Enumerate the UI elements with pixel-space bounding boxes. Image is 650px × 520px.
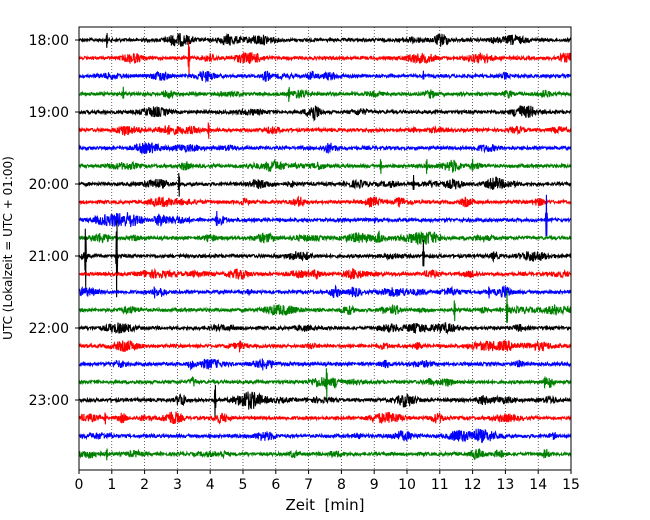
y-tick-label-23:00: 23:00 xyxy=(29,393,69,409)
trace-row-2200 xyxy=(78,322,572,335)
x-axis: 0 1 2 3 4 5 6 7 8 9 10 11 12 13 14 15 xyxy=(75,470,580,493)
y-tick-label-21:00: 21:00 xyxy=(29,249,69,265)
trace-row-2330 xyxy=(78,428,572,444)
trace-row-2345 xyxy=(78,448,572,461)
trace-row-1945 xyxy=(78,158,572,174)
x-tick-label-12: 12 xyxy=(464,477,482,493)
trace-row-2045 xyxy=(78,230,572,246)
y-tick-label-22:00: 22:00 xyxy=(29,321,69,337)
trace-row-1845 xyxy=(78,86,572,102)
trace-row-2015 xyxy=(78,195,572,208)
y-tick-label-20:00: 20:00 xyxy=(29,177,69,193)
trace-row-2230 xyxy=(78,358,572,372)
y-axis: 18:00 19:00 20:00 21:00 22:00 23:00 xyxy=(29,33,79,409)
trace-row-2315 xyxy=(78,411,572,425)
trace-row-2145 xyxy=(78,290,572,323)
trace-row-1915 xyxy=(78,122,572,139)
trace-row-1815 xyxy=(78,41,572,78)
plot-frame xyxy=(78,26,572,471)
x-tick-label-1: 1 xyxy=(107,477,116,493)
x-tick-label-7: 7 xyxy=(304,477,313,493)
trace-row-2030 xyxy=(78,194,572,237)
trace-row-1800 xyxy=(78,32,572,48)
x-tick-label-14: 14 xyxy=(529,477,547,493)
x-tick-label-11: 11 xyxy=(431,477,449,493)
x-tick-label-2: 2 xyxy=(140,477,149,493)
x-tick-label-4: 4 xyxy=(206,477,215,493)
x-axis-label: Zeit [min] xyxy=(285,496,364,514)
trace-row-2215 xyxy=(78,339,572,353)
trace-row-2100 xyxy=(78,220,572,298)
trace-row-1900 xyxy=(78,105,572,122)
x-tick-label-0: 0 xyxy=(75,477,84,493)
x-tick-label-6: 6 xyxy=(271,477,280,493)
trace-row-2130 xyxy=(78,284,572,299)
x-tick-label-10: 10 xyxy=(398,477,416,493)
trace-row-2000 xyxy=(78,172,572,197)
trace-rows xyxy=(78,32,572,461)
y-tick-label-19:00: 19:00 xyxy=(29,105,69,121)
x-tick-label-5: 5 xyxy=(239,477,248,493)
y-tick-label-18:00: 18:00 xyxy=(29,33,69,49)
x-tick-label-9: 9 xyxy=(370,477,379,493)
trace-row-2115 xyxy=(78,267,572,280)
trace-row-1830 xyxy=(78,70,572,84)
x-tick-label-13: 13 xyxy=(496,477,514,493)
trace-row-2245 xyxy=(78,368,572,398)
trace-row-2300 xyxy=(78,384,572,418)
y-axis-label: UTC (Lokalzeit = UTC + 01:00) xyxy=(1,156,15,340)
x-tick-label-3: 3 xyxy=(173,477,182,493)
x-tick-label-8: 8 xyxy=(337,477,346,493)
x-tick-label-15: 15 xyxy=(562,477,580,493)
trace-row-1930 xyxy=(78,142,572,155)
